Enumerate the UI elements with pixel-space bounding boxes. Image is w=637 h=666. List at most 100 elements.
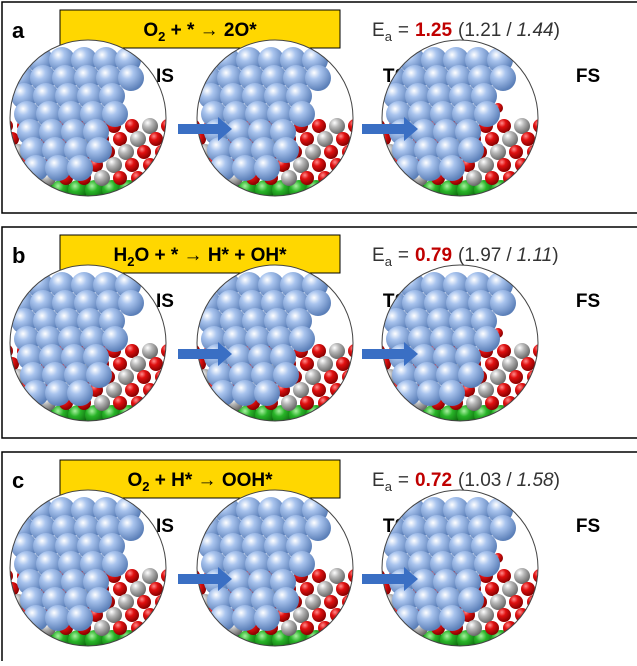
atom — [569, 383, 583, 397]
atom — [354, 357, 368, 371]
structure — [167, 40, 405, 200]
atom — [174, 582, 188, 596]
atom — [329, 343, 345, 359]
atom — [458, 587, 484, 613]
atom — [102, 326, 128, 352]
atom — [300, 357, 314, 371]
atom — [389, 620, 405, 636]
atom — [305, 594, 321, 610]
atom — [5, 171, 19, 185]
atom — [281, 170, 297, 186]
atom — [377, 396, 391, 410]
atom — [106, 382, 122, 398]
atom — [490, 290, 516, 316]
atom — [485, 396, 499, 410]
atom — [525, 630, 545, 650]
reaction-subscript: 2 — [142, 479, 149, 494]
atom — [340, 630, 360, 650]
atom — [490, 369, 506, 385]
atom — [202, 170, 218, 186]
structure — [0, 265, 218, 425]
energy-value: 0.79 — [415, 245, 452, 266]
atom — [204, 405, 224, 425]
atom — [67, 380, 93, 406]
atom — [329, 118, 345, 134]
atom — [300, 621, 314, 635]
atom — [149, 132, 163, 146]
atom — [317, 356, 333, 372]
atom — [557, 396, 571, 410]
atom — [324, 145, 338, 159]
atom — [86, 137, 112, 163]
reaction-part: O — [143, 20, 158, 41]
atom — [170, 630, 190, 650]
atom — [389, 180, 409, 200]
atom — [539, 132, 553, 146]
atom — [273, 587, 299, 613]
atom — [192, 621, 206, 635]
atom — [527, 145, 541, 159]
atom — [185, 382, 201, 398]
atom — [556, 131, 572, 147]
atom — [155, 370, 169, 384]
atom — [347, 157, 363, 173]
atom — [377, 171, 391, 185]
atom — [497, 383, 511, 397]
atom — [0, 595, 7, 609]
atom — [0, 132, 1, 146]
atom — [502, 356, 518, 372]
atom — [137, 370, 151, 384]
atom — [113, 582, 127, 596]
panel-label: a — [12, 18, 25, 43]
atom — [370, 607, 386, 623]
atom — [357, 180, 377, 200]
structure — [167, 265, 405, 425]
atom — [125, 383, 139, 397]
atom — [153, 405, 173, 425]
atom — [509, 595, 523, 609]
atom — [102, 101, 128, 127]
atom — [372, 180, 392, 200]
atom — [185, 607, 201, 623]
panel-label: b — [12, 243, 25, 268]
atom — [273, 362, 299, 388]
atom — [106, 157, 122, 173]
structure — [352, 265, 590, 425]
atom — [342, 595, 356, 609]
atom — [167, 171, 181, 185]
atom — [533, 569, 547, 583]
atom — [204, 630, 224, 650]
atom — [532, 607, 548, 623]
atom — [187, 405, 207, 425]
atom — [136, 630, 156, 650]
atom — [336, 357, 350, 371]
atom — [359, 594, 375, 610]
atom — [155, 145, 169, 159]
state-label: FS — [576, 291, 600, 312]
atom — [94, 395, 110, 411]
atom — [354, 171, 368, 185]
atom — [355, 405, 375, 425]
state-label: IS — [156, 516, 174, 537]
atom — [148, 170, 164, 186]
atom — [340, 180, 360, 200]
atom — [192, 171, 206, 185]
atom — [300, 396, 314, 410]
structure — [0, 40, 218, 200]
atom — [474, 101, 500, 127]
energy-ref: 1.21 — [464, 20, 501, 41]
energy-close: ) — [554, 470, 560, 491]
atom — [542, 405, 562, 425]
atom — [490, 594, 506, 610]
atom — [170, 180, 190, 200]
atom — [359, 357, 373, 371]
atom — [569, 608, 583, 622]
atom — [533, 119, 547, 133]
atom — [254, 605, 280, 631]
atom — [0, 630, 20, 650]
atom — [370, 382, 386, 398]
atom — [312, 158, 326, 172]
atom — [161, 119, 175, 133]
atom — [509, 370, 523, 384]
atom — [113, 357, 127, 371]
